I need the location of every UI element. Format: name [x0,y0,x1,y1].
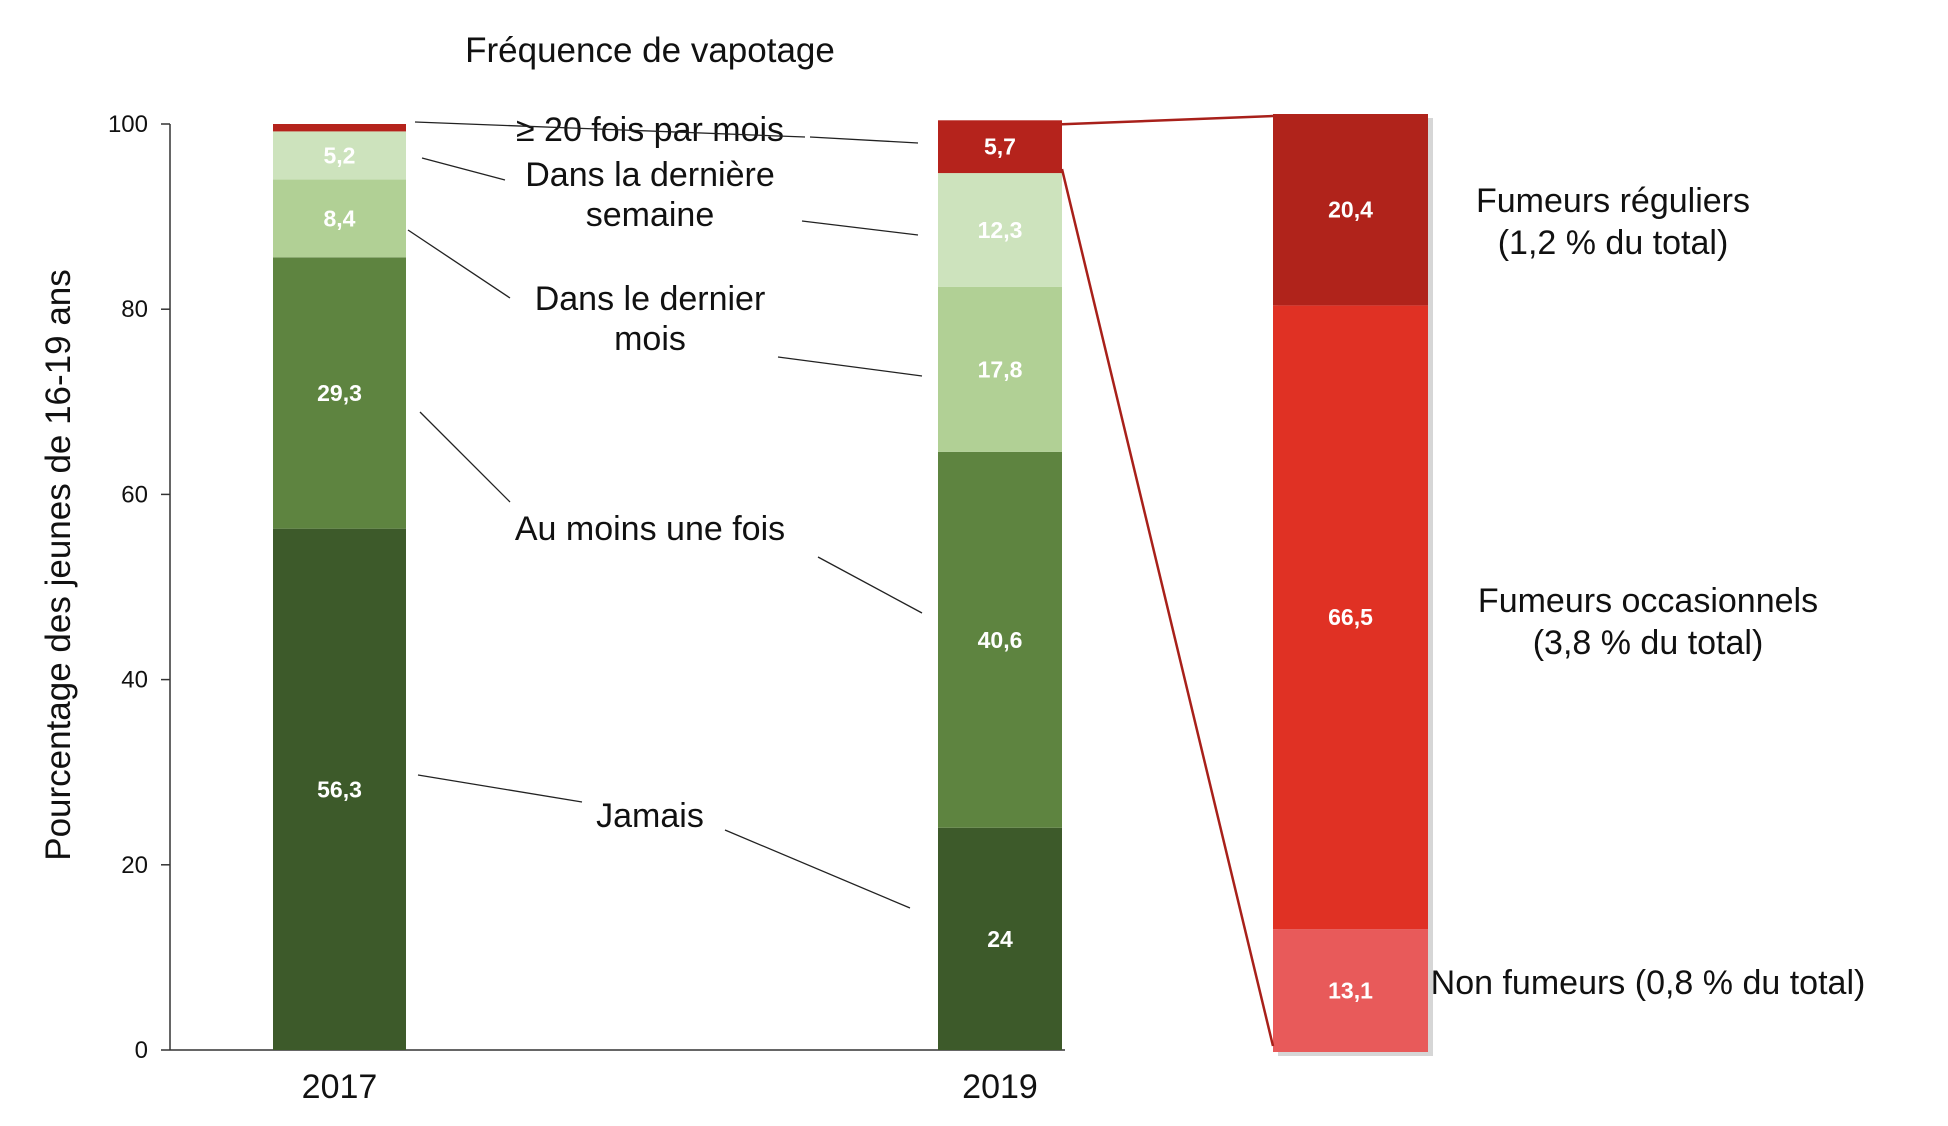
breakdown-caption: Non fumeurs (0,8 % du total) [1431,964,1866,1002]
y-tick-label: 80 [121,296,148,323]
breakdown-caption: Fumeurs réguliers [1476,182,1750,220]
callout-label: semaine [586,196,715,234]
callout-label: Au moins une fois [515,510,785,548]
bar-segment [273,257,406,529]
callouts: ≥ 20 fois par mois Dans la dernièresemain… [407,111,923,909]
callout-label: Jamais [596,797,704,835]
callout-leader-line [417,774,583,803]
x-category-label: 2019 [962,1068,1038,1106]
bar-segment [273,124,406,132]
breakdown-caption: (1,2 % du total) [1498,224,1729,262]
bar-segment [938,286,1062,452]
bar-value-label: 5,2 [324,142,356,168]
y-tick-label: 20 [121,852,148,879]
bar-value-label: 29,3 [317,380,362,406]
bar-segment [273,528,406,1050]
bar-segment [938,827,1062,1050]
bar-value-label: 12,3 [978,217,1023,243]
bar-segment [273,131,406,180]
callout-label: mois [614,320,686,358]
callout-leader-line [777,356,923,377]
breakdown: 13,1 Non fumeurs (0,8 % du total) 66,5 Fume… [1060,114,1866,1056]
callout-label: Dans la dernière [525,156,774,194]
bars: 56,3 29,3 8,4 5,2 2017 24 40,6 17,8 12,3 5,7 2019 [273,120,1062,1106]
bar-value-label: 5,7 [984,134,1016,160]
breakdown-value-label: 13,1 [1328,978,1373,1004]
callout-leader-line [817,556,923,614]
breakdown-value-label: 66,5 [1328,604,1373,630]
bar-segment [938,451,1062,828]
bar-value-label: 56,3 [317,776,362,802]
callout-label: ≥ 20 fois par mois [516,111,784,149]
callout-leader-line [421,157,506,181]
y-tick-label: 40 [121,667,148,694]
callout-leader-line [809,136,919,144]
bar-value-label: 40,6 [978,627,1023,653]
chart-title: Fréquence de vapotage [465,31,835,70]
connector-line [1060,168,1275,1047]
y-tick-label: 60 [121,481,148,508]
callout-leader-line [419,411,511,503]
bar-segment [938,173,1062,287]
breakdown-segment [1273,305,1428,930]
callout-leader-line [801,220,919,236]
callout-leader-line [414,121,806,138]
bar-segment [938,120,1062,174]
callout-leader-line [407,229,511,299]
callout-leader-line [724,829,911,909]
axes: 0 20 40 60 80 100 [108,111,1065,1064]
connector-line [1061,114,1274,126]
x-category-label: 2017 [302,1068,378,1106]
y-axis-label: Pourcentage des jeunes de 16-19 ans [39,269,78,861]
breakdown-segment [1273,929,1428,1052]
y-tick-label: 0 [135,1037,148,1064]
bar-value-label: 17,8 [978,356,1023,382]
breakdown-caption: Fumeurs occasionnels [1478,582,1818,620]
bar-segment [273,179,406,258]
breakdown-segment [1273,114,1428,306]
bar-value-label: 8,4 [324,205,356,231]
breakdown-caption: (3,8 % du total) [1533,624,1764,662]
breakdown-value-label: 20,4 [1328,197,1373,223]
y-tick-label: 100 [108,111,148,138]
callout-label: Dans le dernier [535,280,766,318]
bar-value-label: 24 [987,926,1013,952]
